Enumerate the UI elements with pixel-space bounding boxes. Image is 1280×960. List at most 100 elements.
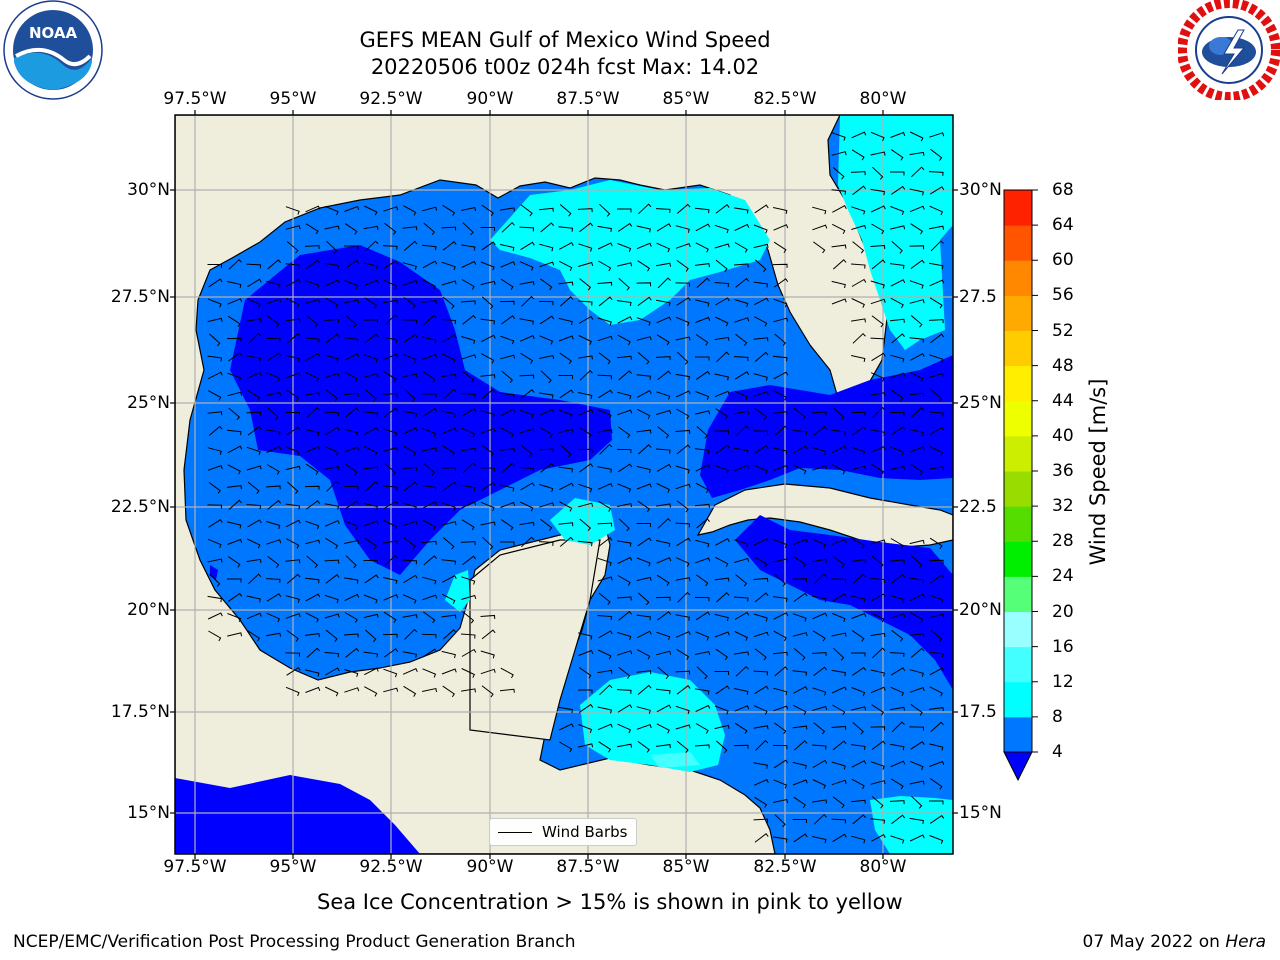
- wind-barb: [851, 465, 867, 471]
- wind-barb: [734, 611, 750, 620]
- wind-barb: [890, 760, 906, 768]
- wind-barb: [402, 667, 418, 675]
- lat-tick-right: 27.5: [959, 287, 997, 307]
- wind-barb: [695, 611, 711, 621]
- wind-barb: [734, 317, 750, 323]
- wind-barb: [930, 721, 944, 733]
- wind-barb: [246, 446, 261, 456]
- wind-barb: [617, 540, 632, 547]
- wind-barb: [714, 224, 729, 234]
- colorbar-label: 16: [1052, 636, 1074, 657]
- wind-barb: [871, 223, 885, 235]
- wind-barb: [656, 631, 671, 641]
- wind-barb: [870, 298, 886, 305]
- wind-barb: [558, 409, 573, 419]
- wind-barb: [637, 444, 652, 455]
- wind-barb: [773, 630, 787, 642]
- wind-barb: [578, 632, 593, 640]
- wind-barb: [383, 260, 399, 269]
- wind-barb: [714, 243, 730, 249]
- wind-barb: [578, 335, 592, 345]
- wind-barb: [695, 316, 711, 323]
- wind-barb: [753, 538, 769, 546]
- wind-barb: [715, 592, 730, 603]
- wind-barb: [735, 425, 749, 437]
- lat-tick-right: 17.5: [959, 702, 997, 722]
- wind-barb: [286, 333, 301, 344]
- wind-barb: [305, 372, 319, 382]
- wind-barb: [246, 371, 262, 379]
- wind-barb: [539, 502, 555, 508]
- wind-barb: [813, 666, 828, 677]
- wind-barb: [832, 167, 845, 180]
- wind-barb: [364, 629, 377, 643]
- wind-barb: [676, 740, 689, 753]
- wind-barb: [695, 557, 711, 564]
- wind-barb: [579, 222, 594, 233]
- wind-barb: [617, 208, 632, 213]
- wind-barb: [871, 833, 886, 842]
- wind-barb: [285, 595, 300, 603]
- wind-barb: [715, 297, 730, 306]
- wind-barb: [753, 243, 769, 249]
- wind-barb: [813, 573, 827, 585]
- wind-barb: [324, 559, 340, 564]
- wind-barb: [500, 501, 516, 508]
- wind-barb: [267, 259, 281, 270]
- wind-barb: [461, 408, 477, 417]
- wind-barb: [422, 648, 438, 658]
- wind-barb: [521, 536, 535, 548]
- wind-barb: [851, 355, 866, 362]
- wind-barb: [403, 685, 417, 697]
- wind-barb: [753, 430, 769, 435]
- wind-barb: [285, 225, 301, 230]
- wind-barb: [266, 521, 281, 529]
- lat-tick-right: 15°N: [959, 803, 1002, 823]
- wind-barb: [247, 630, 261, 642]
- wind-barb: [890, 595, 905, 603]
- wind-barb: [539, 261, 555, 268]
- wind-barb: [228, 258, 242, 270]
- wind-barb: [832, 796, 845, 809]
- wind-barb: [344, 500, 360, 510]
- wind-barb: [929, 613, 945, 619]
- wind-barb: [773, 779, 788, 789]
- wind-barb: [480, 261, 495, 271]
- wind-barb: [539, 408, 555, 416]
- wind-barb: [285, 412, 300, 416]
- wind-barb: [462, 222, 474, 236]
- wind-barb: [481, 204, 494, 217]
- wind-barb: [305, 392, 320, 397]
- wind-barb: [753, 577, 769, 582]
- wind-barb: [306, 315, 319, 328]
- wind-barb: [675, 282, 691, 287]
- wind-barb: [383, 206, 399, 212]
- wind-barb: [207, 355, 223, 362]
- wind-barb: [694, 207, 710, 214]
- wind-barb: [384, 314, 398, 326]
- wind-barb: [617, 704, 633, 713]
- wind-barb: [675, 390, 691, 398]
- wind-barb: [754, 444, 769, 454]
- wind-barb: [870, 726, 886, 731]
- wind-barb: [657, 426, 670, 439]
- wind-barb: [891, 814, 906, 825]
- wind-barb: [851, 595, 866, 603]
- wind-barb: [305, 223, 319, 235]
- wind-barb: [598, 352, 611, 365]
- wind-barb: [304, 337, 320, 343]
- wind-barb: [636, 429, 652, 434]
- wind-barb: [227, 632, 243, 637]
- wind-barb: [695, 370, 711, 380]
- wind-barb: [657, 277, 671, 289]
- wind-barb: [384, 463, 397, 476]
- wind-barb: [247, 481, 260, 494]
- wind-barb: [578, 724, 593, 733]
- wind-barb: [305, 463, 319, 476]
- wind-barb: [285, 372, 301, 379]
- wind-barb: [637, 260, 651, 272]
- wind-barb: [402, 614, 418, 619]
- wind-barb: [656, 262, 672, 267]
- wind-barb: [657, 611, 672, 621]
- zone-speed-0-4-west: [230, 245, 612, 575]
